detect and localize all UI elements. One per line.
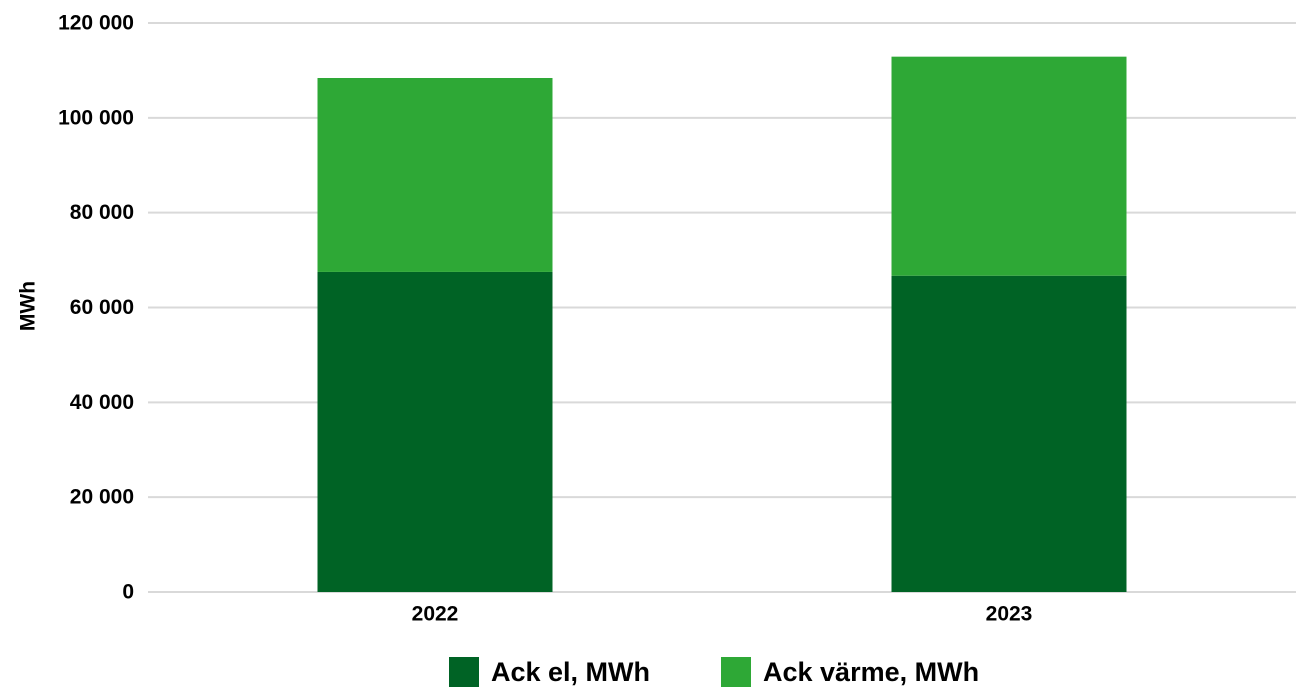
y-tick-label: 100 000	[58, 106, 134, 129]
legend-swatch	[721, 657, 751, 687]
bars	[317, 56, 1127, 592]
bar-segment	[317, 271, 553, 592]
y-tick-label: 20 000	[70, 486, 134, 509]
legend-label: Ack värme, MWh	[763, 657, 979, 687]
x-axis-ticks: 2022 2023	[412, 603, 1033, 626]
y-tick-label: 0	[122, 581, 134, 604]
y-tick-label: 80 000	[70, 201, 134, 224]
bar-segment	[891, 56, 1127, 276]
y-tick-label: 60 000	[70, 296, 134, 319]
bar-segment	[891, 275, 1127, 592]
y-axis-ticks: 0 20 000 40 000 60 000 80 000 100 000 120 000	[58, 12, 134, 604]
y-tick-label: 120 000	[58, 12, 134, 35]
y-tick-label: 40 000	[70, 391, 134, 414]
x-tick-label: 2022	[412, 603, 459, 626]
legend-label: Ack el, MWh	[491, 657, 650, 687]
legend: Ack el, MWh Ack värme, MWh	[449, 657, 979, 687]
y-axis-title: MWh	[17, 281, 40, 331]
bar-segment	[317, 78, 553, 272]
x-tick-label: 2023	[986, 603, 1033, 626]
legend-swatch	[449, 657, 479, 687]
